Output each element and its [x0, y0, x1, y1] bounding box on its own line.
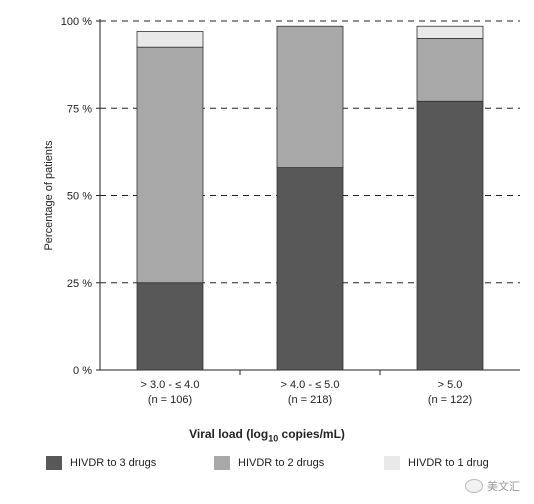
bar-segment-3-cat-1 — [136, 31, 204, 48]
bar-segment-2-cat-1 — [136, 46, 204, 284]
y-tick-label: 75 % — [67, 103, 92, 115]
x-tick-sublabel: (n = 218) — [288, 394, 332, 406]
bar-segment-1-cat-2 — [276, 167, 344, 371]
x-tick-label: > 4.0 - ≤ 5.0 — [281, 379, 340, 391]
bar-segment-2-cat-2 — [276, 25, 344, 168]
x-axis-title: Viral load (log10 copies/mL) — [189, 427, 345, 444]
bar-segment-3-cat-3 — [416, 25, 484, 39]
y-tick-label: 50 % — [67, 191, 92, 203]
legend-label-2-drugs: HIVDR to 2 drugs — [238, 457, 325, 469]
legend: HIVDR to 3 drugs HIVDR to 2 drugs HIVDR … — [0, 456, 534, 480]
legend-label-3-drugs: HIVDR to 3 drugs — [70, 457, 157, 469]
watermark: 美文汇 — [465, 478, 520, 494]
bar-segment-2-cat-3 — [416, 38, 484, 102]
bar-segment-1-cat-3 — [416, 100, 484, 371]
legend-item-3-drugs: HIVDR to 3 drugs — [46, 456, 156, 470]
legend-swatch-3-drugs — [46, 456, 62, 470]
stacked-bar-chart: 0 % 25 % 50 % 75 % 100 % Percentage of patien… — [43, 16, 520, 406]
x-tick-sublabel: (n = 122) — [428, 394, 472, 406]
y-axis-title: Percentage of patients — [43, 140, 55, 251]
watermark-text: 美文汇 — [487, 481, 520, 493]
y-tick-label: 25 % — [67, 278, 92, 290]
legend-item-1-drug: HIVDR to 1 drug — [384, 456, 489, 470]
y-tick-label: 100 % — [61, 16, 92, 28]
y-tick-label: 0 % — [73, 365, 92, 377]
legend-item-2-drugs: HIVDR to 2 drugs — [214, 456, 324, 470]
bar-segment-1-cat-1 — [136, 282, 204, 371]
x-tick-label: > 5.0 — [438, 379, 463, 391]
x-tick-sublabel: (n = 106) — [148, 394, 192, 406]
legend-swatch-2-drugs — [214, 456, 230, 470]
legend-label-1-drug: HIVDR to 1 drug — [408, 457, 489, 469]
legend-swatch-1-drug — [384, 456, 400, 470]
x-tick-label: > 3.0 - ≤ 4.0 — [141, 379, 200, 391]
chat-bubble-icon — [465, 479, 483, 493]
